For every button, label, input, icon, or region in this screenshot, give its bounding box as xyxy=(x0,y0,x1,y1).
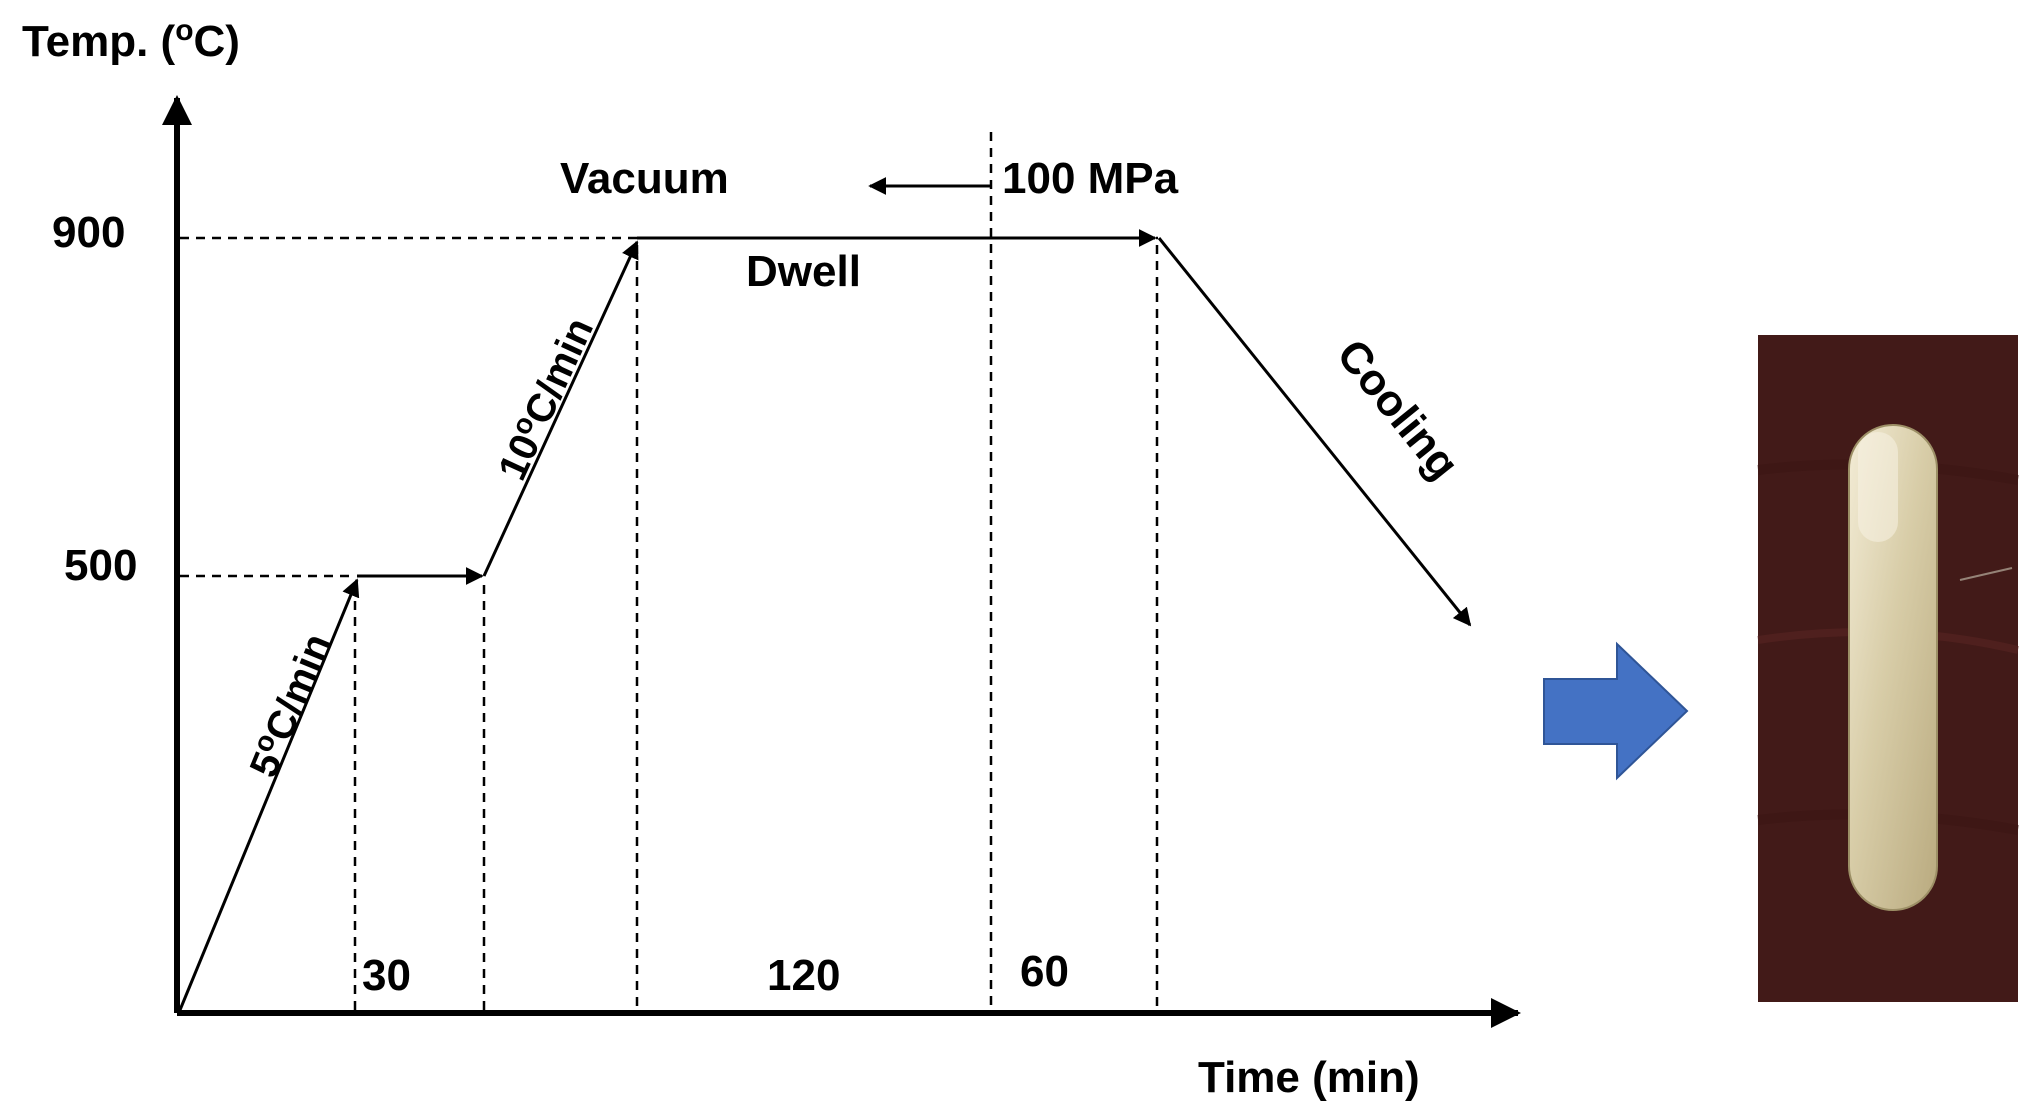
duration-dwell-vacuum: 120 xyxy=(767,951,840,1000)
pressure-label: 100 MPa xyxy=(1002,154,1179,203)
cooling-line xyxy=(1157,237,1472,627)
rate-label-5: 5oC/min xyxy=(238,626,340,783)
heating-ramp-2 xyxy=(482,240,639,577)
sample-bar xyxy=(1848,424,1938,911)
heating-ramp-1 xyxy=(178,578,360,1011)
right-block-arrow xyxy=(1543,641,1689,781)
x-axis-label: Time (min) xyxy=(1198,1053,1420,1102)
sample-photo xyxy=(1757,335,2019,1002)
cooling-label: Cooling xyxy=(1327,330,1468,488)
vacuum-label: Vacuum xyxy=(560,154,729,203)
y-axis-label: Temp. (oC) xyxy=(22,14,240,66)
rate-label-10: 10oC/min xyxy=(487,310,603,487)
y-tick-500: 500 xyxy=(64,541,137,590)
duration-dwell-pressure: 60 xyxy=(1020,947,1069,996)
duration-first-hold: 30 xyxy=(362,951,411,1000)
dwell-label: Dwell xyxy=(746,247,861,296)
y-tick-900: 900 xyxy=(52,208,125,257)
